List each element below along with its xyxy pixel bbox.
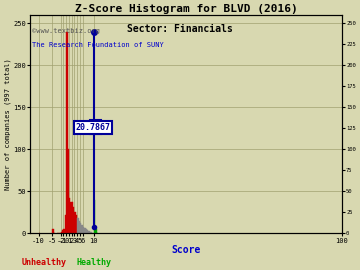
Bar <box>88 231 90 234</box>
Text: Sector: Financials: Sector: Financials <box>127 24 233 34</box>
Title: Z-Score Histogram for BLVD (2016): Z-Score Histogram for BLVD (2016) <box>75 4 297 14</box>
Bar <box>62 230 63 234</box>
Bar <box>76 215 77 234</box>
Bar <box>93 233 94 234</box>
Text: 20.7867: 20.7867 <box>76 123 111 132</box>
Bar <box>94 200 95 234</box>
Bar <box>77 218 78 234</box>
Bar <box>91 232 93 234</box>
Bar <box>78 221 80 234</box>
Bar <box>66 32 68 234</box>
Bar <box>59 233 61 234</box>
Bar <box>86 229 87 234</box>
Bar <box>53 229 54 234</box>
Bar <box>68 149 69 234</box>
Bar <box>73 207 75 234</box>
Bar <box>96 233 98 234</box>
Bar <box>63 229 65 234</box>
Text: Healthy: Healthy <box>76 258 111 267</box>
Bar <box>75 212 76 234</box>
X-axis label: Score: Score <box>171 245 201 255</box>
Bar <box>83 227 84 234</box>
Bar <box>87 230 88 234</box>
Text: ©www.textbiz.org: ©www.textbiz.org <box>32 28 100 33</box>
Bar <box>80 223 81 234</box>
Bar <box>57 233 58 234</box>
Bar <box>61 232 62 234</box>
Bar <box>72 201 73 234</box>
Bar <box>58 233 59 234</box>
Y-axis label: Number of companies (997 total): Number of companies (997 total) <box>4 58 11 190</box>
Bar <box>95 229 96 234</box>
Text: The Research Foundation of SUNY: The Research Foundation of SUNY <box>32 42 163 48</box>
Bar <box>54 233 55 234</box>
Bar <box>84 228 86 234</box>
Bar <box>39 233 40 234</box>
Bar <box>90 232 91 234</box>
Bar <box>70 201 72 234</box>
Bar <box>69 198 70 234</box>
Text: Unhealthy: Unhealthy <box>22 258 67 267</box>
Bar <box>81 225 83 234</box>
Bar <box>65 215 66 234</box>
